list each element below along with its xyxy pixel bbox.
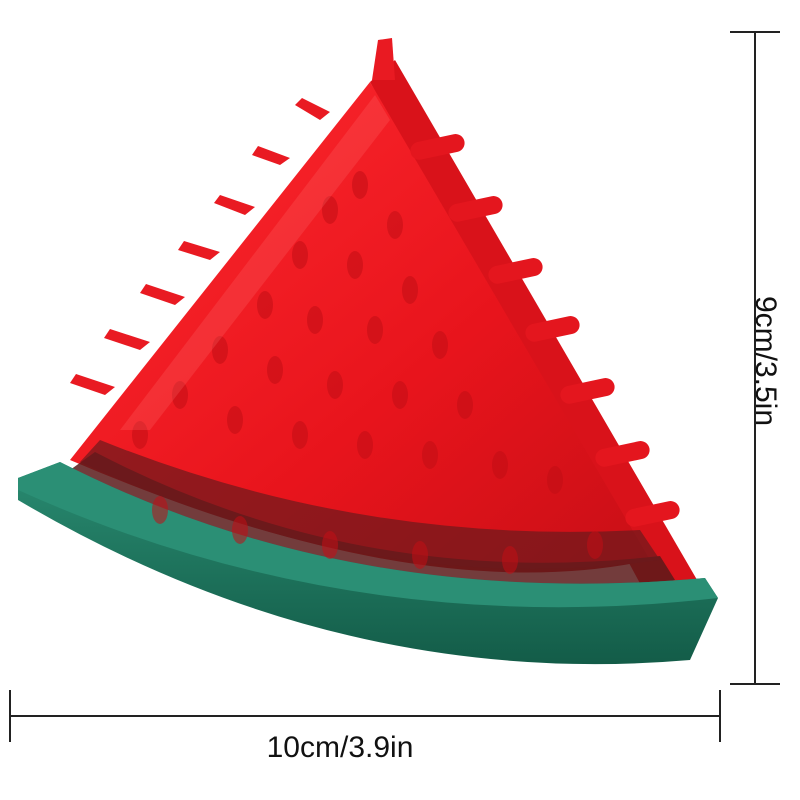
toy-flesh: [70, 82, 650, 573]
watermelon-toy: [18, 38, 718, 665]
toy-rind: [18, 462, 718, 665]
seed-bumps: [132, 171, 603, 574]
width-label: 10cm/3.9in: [266, 731, 414, 764]
width-dimension-line: [9, 690, 721, 742]
right-spikes: [410, 134, 680, 527]
height-label: 9cm/3.5in: [749, 295, 782, 427]
left-spikes: [70, 38, 395, 395]
height-dimension-line: [730, 31, 780, 685]
